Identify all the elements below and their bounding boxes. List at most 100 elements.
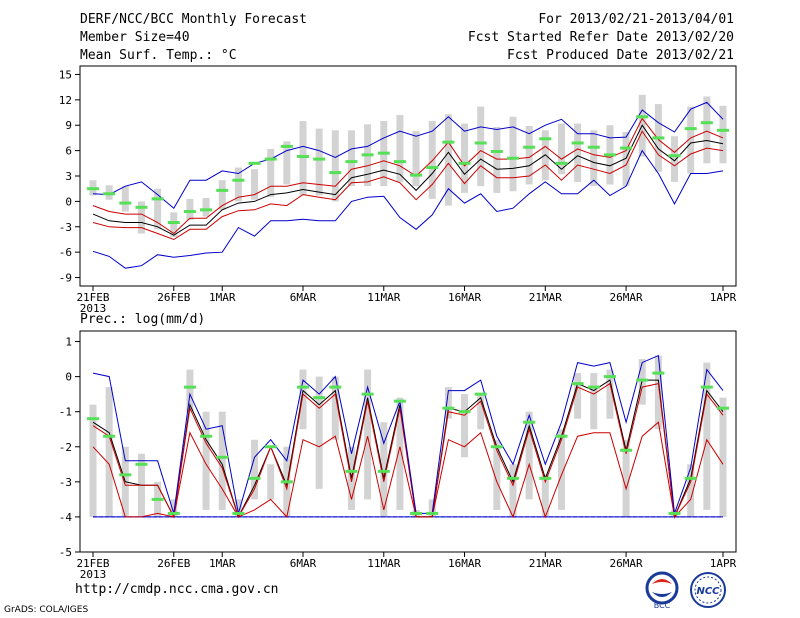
precip-xtick-label: 26FEB bbox=[157, 557, 190, 570]
precip-max-envelope-line bbox=[92, 354, 724, 514]
precip-box bbox=[331, 376, 339, 440]
temp-max-envelope-line bbox=[92, 101, 724, 209]
precip-box bbox=[364, 369, 372, 500]
temp-ytick-label: -6 bbox=[59, 246, 72, 259]
precip-box bbox=[509, 464, 517, 517]
precip-box bbox=[428, 499, 436, 517]
precip-box bbox=[590, 373, 598, 430]
temp-box bbox=[251, 169, 259, 200]
chart-title: DERF/NCC/BCC Monthly Forecast bbox=[80, 12, 307, 27]
precip-box bbox=[493, 439, 501, 510]
temp-xtick-year: 2013 bbox=[80, 302, 107, 315]
precip-ytick-label: -1 bbox=[59, 406, 72, 419]
precip-frame bbox=[79, 330, 737, 553]
precip-box bbox=[461, 394, 469, 458]
fcst-produced-date: Fcst Produced Date 2013/02/21 bbox=[507, 48, 734, 63]
temp-ytick-label: 3 bbox=[65, 170, 72, 183]
temp-box bbox=[396, 115, 404, 182]
temp-xtick-label: 1APR bbox=[710, 291, 737, 304]
precip-lower-quartile-line bbox=[92, 421, 724, 519]
precip-box bbox=[380, 422, 388, 517]
temp-box bbox=[719, 105, 727, 164]
bcc-logo: BCC bbox=[645, 571, 679, 610]
precip-box bbox=[622, 439, 630, 517]
temp-box bbox=[267, 148, 275, 198]
precip-ytick-label: 0 bbox=[65, 371, 72, 384]
precip-box bbox=[299, 369, 307, 430]
precip-box bbox=[202, 411, 210, 510]
temp-box bbox=[202, 198, 210, 217]
precip-title: Prec.: log(mm/d) bbox=[80, 312, 205, 327]
temp-box bbox=[121, 186, 129, 212]
precip-box bbox=[170, 499, 178, 517]
temp-box bbox=[590, 130, 598, 187]
temp-box bbox=[461, 123, 469, 193]
precip-box bbox=[557, 429, 565, 510]
precip-box bbox=[525, 411, 533, 500]
temp-box bbox=[671, 136, 679, 182]
temp-box bbox=[137, 201, 145, 234]
precip-box bbox=[541, 474, 549, 517]
temp-box bbox=[509, 116, 517, 192]
temp-box bbox=[412, 131, 420, 187]
grads-credit: GrADS: COLA/IGES bbox=[4, 605, 89, 615]
precip-xtick-label: 1MAR bbox=[209, 557, 236, 570]
precip-xtick-label: 26MAR bbox=[610, 557, 643, 570]
temp-frame bbox=[79, 65, 737, 287]
temp-xtick-label: 26FEB bbox=[157, 291, 190, 304]
forecast-period: For 2013/02/21-2013/04/01 bbox=[538, 12, 734, 27]
temp-box bbox=[186, 198, 194, 220]
fcst-started-date: Fcst Started Refer Date 2013/02/20 bbox=[467, 30, 734, 45]
temp-box bbox=[299, 121, 307, 196]
temp-box bbox=[525, 126, 533, 185]
temp-box bbox=[283, 141, 291, 185]
temp-box bbox=[444, 114, 452, 206]
precip-box bbox=[574, 373, 582, 419]
temp-box bbox=[493, 126, 501, 193]
precip-box bbox=[251, 439, 259, 500]
temp-xtick-label: 1MAR bbox=[209, 291, 236, 304]
temp-lower-quartile-line bbox=[92, 130, 724, 241]
precip-box bbox=[606, 369, 614, 419]
temp-box bbox=[477, 106, 485, 187]
precip-xtick-label: 21FEB bbox=[76, 557, 109, 570]
temp-box bbox=[557, 123, 565, 175]
precip-box bbox=[477, 394, 485, 430]
temp-xtick-label: 11MAR bbox=[367, 291, 400, 304]
precip-box bbox=[218, 411, 226, 510]
precip-box bbox=[267, 464, 275, 500]
precip-xtick-label: 11MAR bbox=[367, 557, 400, 570]
temp-box bbox=[331, 130, 339, 202]
temp-xtick-label: 21FEB bbox=[76, 291, 109, 304]
temp-box bbox=[347, 130, 355, 187]
precip-box bbox=[89, 404, 97, 517]
temp-box bbox=[687, 106, 695, 174]
precip-ytick-label: -4 bbox=[59, 511, 73, 524]
precip-ytick-label: -5 bbox=[59, 546, 72, 559]
temp-ytick-label: 15 bbox=[59, 68, 72, 81]
temp-ytick-label: 0 bbox=[65, 195, 72, 208]
bcc-logo-text: BCC bbox=[654, 601, 671, 610]
temp-box bbox=[218, 180, 226, 210]
precip-upper-quartile-line bbox=[92, 382, 724, 519]
precip-box bbox=[396, 397, 404, 510]
precip-box bbox=[687, 464, 695, 517]
temp-ytick-label: -3 bbox=[59, 221, 72, 234]
temp-xtick-label: 6MAR bbox=[290, 291, 317, 304]
member-size: Member Size=40 bbox=[80, 30, 190, 45]
variable-label: Mean Surf. Temp.: °C bbox=[80, 48, 237, 63]
temp-box bbox=[622, 132, 630, 187]
precip-xtick-year: 2013 bbox=[80, 568, 107, 581]
precip-box bbox=[703, 362, 711, 510]
temp-upper-quartile-line bbox=[92, 117, 724, 235]
precip-box bbox=[654, 355, 662, 430]
precip-box bbox=[234, 499, 242, 517]
precip-box bbox=[105, 387, 113, 517]
temp-box bbox=[170, 212, 178, 237]
source-url[interactable]: http://cmdp.ncc.cma.gov.cn bbox=[75, 582, 279, 597]
temp-xtick-label: 26MAR bbox=[610, 291, 643, 304]
precip-ytick-label: -3 bbox=[59, 476, 72, 489]
precip-xtick-label: 21MAR bbox=[529, 557, 562, 570]
